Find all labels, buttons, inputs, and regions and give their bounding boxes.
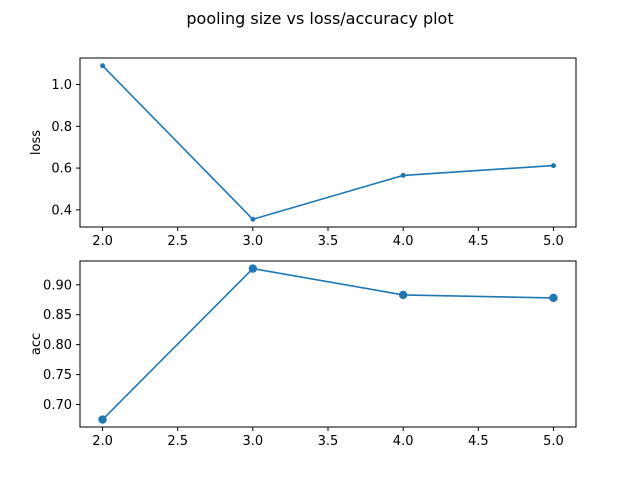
data-point	[250, 216, 256, 222]
y-axis-label: acc	[29, 333, 44, 355]
x-tick-label: 2.0	[92, 234, 113, 249]
data-point	[98, 415, 107, 424]
x-tick-label: 4.0	[393, 434, 414, 449]
x-tick-label: 3.0	[243, 434, 264, 449]
x-tick-label: 2.5	[167, 234, 188, 249]
data-point	[550, 163, 556, 169]
acc-chart: 2.0 2.5 3.0 3.5 4.0 4.5 5.0 0.70 0.75 0.80 0.85 0.9…	[29, 260, 577, 449]
series-line	[101, 65, 554, 221]
x-tick-label: 5.0	[543, 434, 564, 449]
y-tick-label: 0.80	[43, 338, 72, 353]
y-tick-label: 0.8	[51, 120, 72, 135]
data-point	[100, 63, 106, 69]
x-tick-label: 3.0	[243, 234, 264, 249]
y-tick-label: 1.0	[51, 78, 72, 93]
plot-frame	[79, 260, 577, 428]
y-tick-label: 0.6	[51, 162, 72, 177]
figure-title: pooling size vs loss/accuracy plot	[186, 9, 453, 28]
y-tick-label: 0.75	[43, 368, 72, 383]
series-line	[101, 267, 554, 421]
y-axis-label: loss	[29, 130, 44, 155]
y-tick-label: 0.90	[43, 278, 72, 293]
data-point	[398, 290, 408, 300]
data-point	[400, 172, 406, 178]
x-tick-label: 3.5	[318, 234, 339, 249]
data-point	[248, 264, 258, 273]
data-point	[549, 293, 558, 303]
y-tick-label: 0.70	[43, 398, 72, 413]
y-tick-label: 0.85	[43, 308, 72, 323]
x-tick-label: 4.0	[393, 234, 414, 249]
x-tick-label: 4.5	[468, 234, 489, 249]
x-tick-label: 2.5	[167, 434, 188, 449]
x-tick-label: 2.0	[92, 434, 113, 449]
plot-frame	[79, 57, 577, 228]
x-tick-label: 5.0	[543, 234, 564, 249]
x-tick-label: 4.5	[468, 434, 489, 449]
y-tick-label: 0.4	[51, 203, 72, 218]
loss-chart: 2.0 2.5 3.0 3.5 4.0 4.5 5.0 0.4 0.6 0.8 1.0 loss	[29, 57, 577, 249]
x-tick-label: 3.5	[318, 434, 339, 449]
axes-container: 2.0 2.5 3.0 3.5 4.0 4.5 5.00.40.60.81.0loss2.0…	[29, 57, 577, 449]
